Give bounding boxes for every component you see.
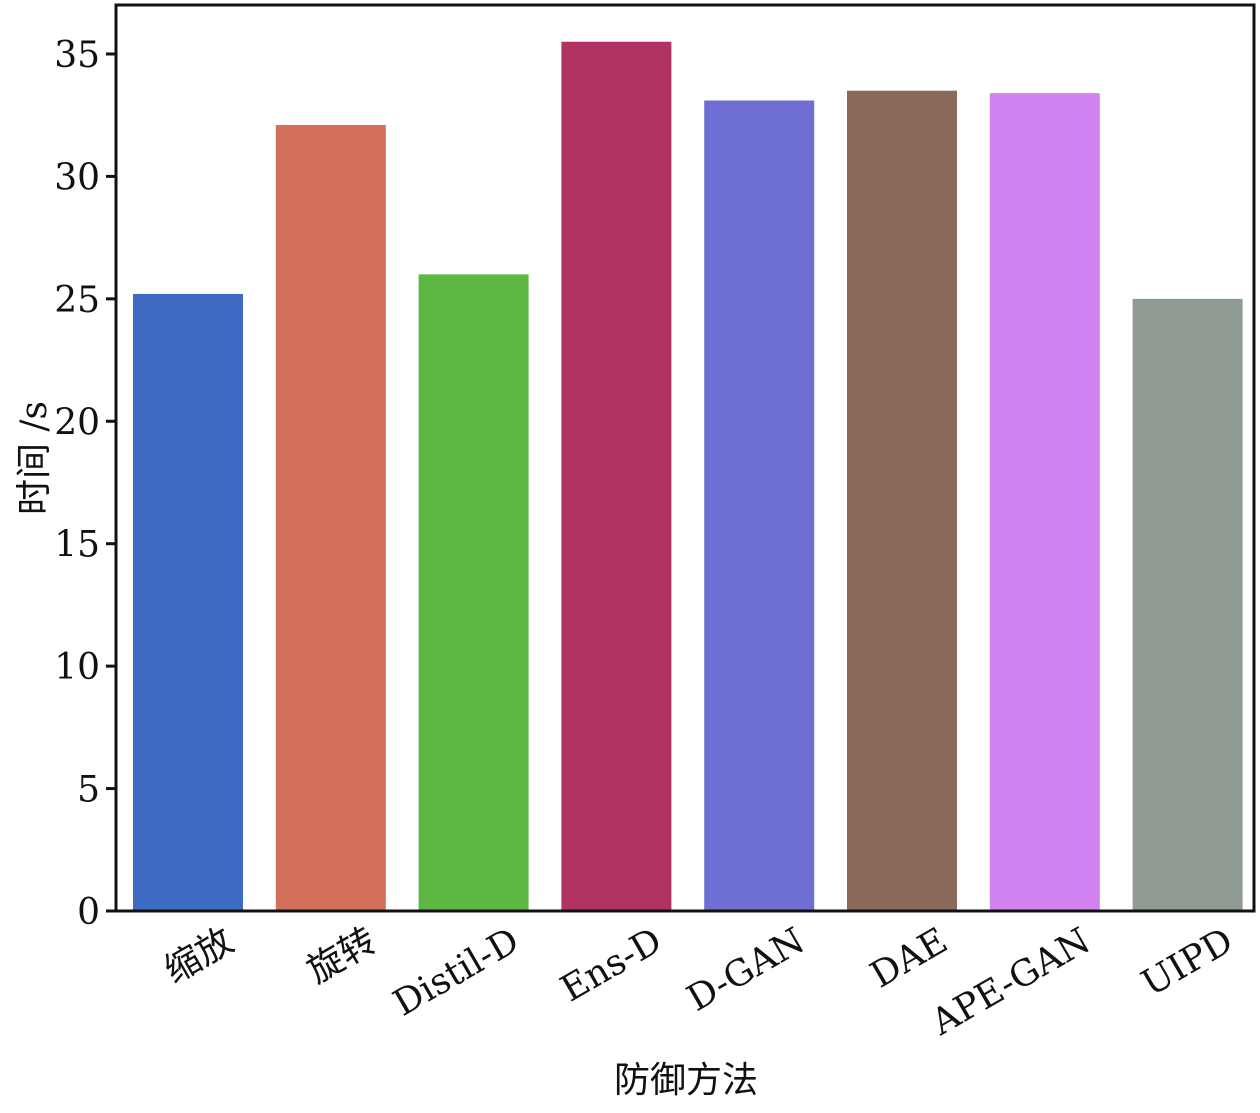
- x-tick-label: UIPD: [1135, 920, 1240, 1004]
- y-tick-label: 15: [54, 525, 100, 566]
- y-tick-label: 35: [54, 35, 100, 76]
- bar-7: [1132, 298, 1243, 911]
- y-tick-label: 10: [54, 647, 100, 688]
- plot-frame: [114, 3, 1256, 913]
- y-tick-label: 20: [54, 402, 100, 443]
- bar-0: [133, 293, 243, 911]
- x-tick-label: Ens-D: [554, 920, 669, 1010]
- x-tick-label: DAE: [864, 920, 955, 996]
- bar-4: [704, 100, 815, 911]
- y-tick-label: 0: [77, 892, 100, 933]
- x-tick-label: Distil-D: [387, 920, 526, 1024]
- bar-6: [989, 93, 1100, 911]
- y-tick-label: 30: [54, 157, 100, 198]
- bars-group: [133, 41, 1243, 912]
- x-tick-label: 缩放: [158, 920, 241, 992]
- bar-3: [561, 41, 672, 911]
- bar-1: [275, 124, 386, 912]
- x-tick-label: 旋转: [300, 920, 383, 992]
- bar-5: [847, 90, 957, 912]
- y-tick-label: 5: [77, 770, 100, 811]
- y-tick-label: 25: [54, 280, 100, 321]
- x-tick-label: APE-GAN: [924, 920, 1097, 1044]
- bar-2: [418, 274, 529, 912]
- y-axis-ticks: 0 5 10 15 20 25 30 35: [54, 35, 116, 933]
- x-axis-title: 防御方法: [614, 1060, 758, 1101]
- y-axis-title: 时间 /s: [14, 401, 55, 515]
- x-tick-label: D-GAN: [680, 920, 811, 1019]
